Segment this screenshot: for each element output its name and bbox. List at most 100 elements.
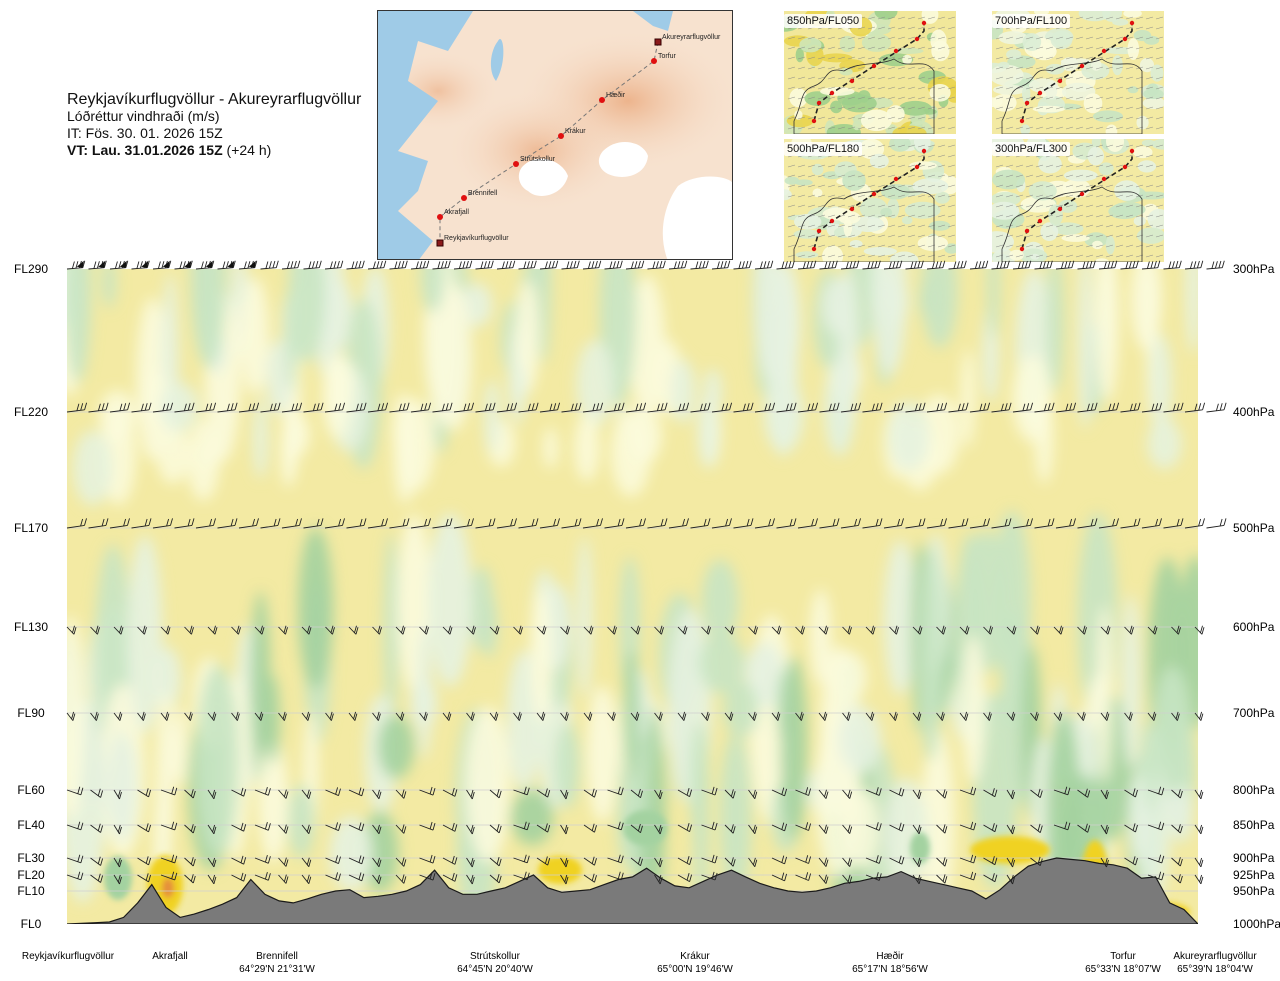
minimap-barb: [1145, 56, 1154, 60]
barb-staff: [1012, 267, 1029, 270]
wind-barb: [647, 402, 668, 413]
barb-feather: [96, 261, 100, 269]
waypoint-coords: 65°39'N 18°04'W: [1177, 964, 1253, 975]
barb-staff: [372, 874, 380, 885]
minimap-barb: [887, 36, 896, 40]
route-title: Reykjavíkurflugvöllur - Akureyrarflugvöl…: [67, 91, 362, 108]
barb-feather: [617, 854, 621, 862]
minimap-barb: [857, 254, 866, 258]
minimap-barb: [1085, 164, 1094, 168]
minimap-barb: [897, 56, 906, 60]
barb-feather: [95, 625, 99, 633]
pressure-label: 950hPa: [1233, 884, 1275, 898]
minimap-barb: [817, 96, 826, 100]
barb-staff: [677, 626, 686, 635]
minimap-field-cell: [1087, 146, 1104, 166]
wind-barb: [1184, 402, 1206, 413]
barb-staff: [754, 409, 773, 413]
wind-barb: [677, 855, 693, 865]
minimap-barb: [1045, 106, 1054, 110]
wind-barb: [442, 787, 458, 797]
barb-feather: [467, 403, 471, 411]
minimap-barb: [1125, 116, 1134, 120]
minimap-barb: [1125, 224, 1134, 228]
barb-feather: [495, 713, 499, 721]
barb-staff: [348, 626, 357, 635]
minimap-barb: [1095, 174, 1104, 178]
barb-feather: [640, 825, 643, 833]
barb-feather: [1087, 825, 1091, 833]
barb-feather: [498, 790, 502, 799]
wind-barb: [647, 260, 666, 270]
barb-feather: [1082, 625, 1086, 633]
barb-staff: [513, 824, 528, 831]
field-cell: [1094, 269, 1119, 402]
barb-feather: [1129, 713, 1133, 721]
barb-staff: [560, 712, 567, 721]
barb-feather: [526, 261, 530, 269]
barb-feather: [963, 260, 967, 268]
barb-feather: [714, 872, 718, 881]
minimap-barb: [907, 106, 916, 110]
wind-barb: [466, 625, 476, 635]
minimap-barb: [857, 116, 866, 120]
barb-feather: [213, 826, 217, 835]
barb-feather: [1179, 875, 1183, 884]
barb-staff: [1124, 857, 1136, 866]
field-cell: [987, 269, 1000, 338]
barb-staff: [260, 409, 279, 413]
wind-barb: [254, 711, 264, 721]
barb-feather: [1133, 403, 1137, 411]
wind-barb: [301, 874, 312, 884]
barb-feather: [97, 873, 101, 881]
minimap-barb: [1085, 184, 1094, 188]
barb-feather: [470, 789, 474, 798]
minimap-barb: [887, 56, 896, 60]
barb-staff: [865, 824, 880, 831]
wind-barb: [668, 518, 689, 529]
barb-staff: [419, 874, 434, 881]
barb-staff: [453, 267, 470, 270]
barb-staff: [174, 524, 193, 529]
barb-feather: [856, 260, 860, 268]
barb-feather: [225, 261, 229, 269]
wind-barb: [654, 625, 664, 635]
barb-feather: [471, 859, 475, 868]
barb-feather: [591, 788, 595, 796]
barb-staff: [137, 857, 149, 866]
minimap-barb: [1075, 36, 1084, 40]
minimap-barb: [877, 204, 886, 208]
minimap-field-cell: [901, 216, 913, 225]
wind-barb: [840, 260, 860, 270]
barb-feather: [377, 625, 381, 633]
wind-barb: [160, 625, 171, 635]
barb-feather: [230, 518, 234, 527]
barb-feather: [332, 627, 335, 635]
barb-feather: [285, 791, 289, 799]
minimap-barb: [1105, 234, 1114, 238]
wind-barb: [489, 873, 502, 884]
barb-feather: [1046, 260, 1050, 269]
minimap-field-cell: [1150, 64, 1164, 82]
minimap-field-cell: [1143, 88, 1164, 100]
barb-feather: [484, 403, 488, 411]
barb-feather: [987, 518, 990, 526]
barb-feather: [970, 786, 974, 795]
minimap-barb: [827, 46, 836, 50]
wind-barb: [324, 518, 345, 529]
wind-barb: [1012, 260, 1032, 270]
barb-feather: [1159, 402, 1163, 410]
barb-feather: [987, 402, 991, 410]
barb-feather: [768, 518, 772, 527]
minimap-barb: [1035, 244, 1044, 248]
barb-staff: [453, 524, 472, 529]
barb-feather: [763, 261, 767, 269]
barb-feather: [171, 821, 175, 829]
minimap-barb: [1065, 184, 1074, 188]
barb-feather: [716, 261, 720, 269]
barb-feather: [127, 402, 131, 410]
wind-barb: [348, 822, 365, 832]
barb-feather: [286, 261, 290, 269]
minimap-barb: [817, 194, 826, 198]
field-cell: [510, 789, 554, 846]
